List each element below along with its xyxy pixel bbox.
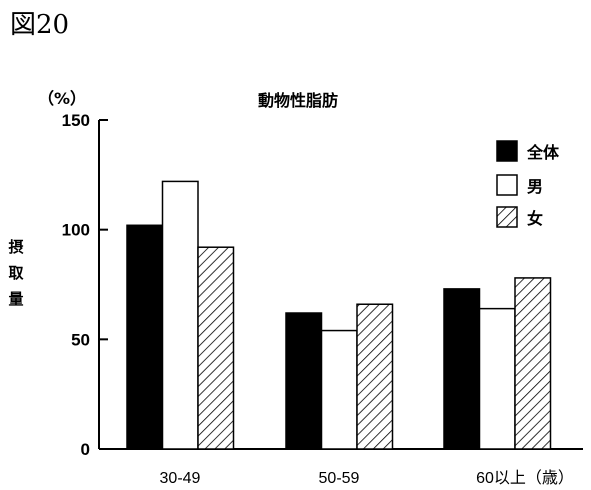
bar-全体-60以上（歳） [443,288,481,450]
bar-女-60以上（歳） [514,277,552,450]
y-axis-title: 摂取量 [8,238,24,308]
legend-swatch [496,174,518,196]
y-axis-title-char: 量 [8,290,23,308]
bar-女-50-59 [356,303,394,450]
category-labels: 30-49 50-59 60以上（歳） [160,469,574,487]
figure-label: 図20 [10,10,70,40]
y-tick-label: 0 [81,440,90,459]
legend-label: 女 [527,209,543,228]
bar-男-60以上（歳） [478,307,516,450]
legend-swatch [496,206,518,228]
bar-男-50-59 [320,329,358,450]
y-axis-title-char: 摂 [8,238,23,256]
x-category-label: 30-49 [160,470,201,487]
y-tick-label: 50 [71,330,90,349]
legend-swatch [496,140,518,162]
x-category-label: 60以上（歳） [476,469,574,487]
bar-女-30-49 [197,246,235,450]
chart-title: 動物性脂肪 [258,91,338,110]
bars [126,180,552,450]
legend-label: 全体 [526,143,560,162]
y-axis-ticks: 0 50 100 150 [62,111,108,459]
y-axis-title-char: 取 [8,264,24,282]
y-tick-label: 100 [62,221,90,240]
y-tick-label: 150 [62,111,90,130]
x-category-label: 50-59 [319,470,360,487]
y-unit-label: （%） [38,89,86,108]
legend-label: 男 [527,177,543,196]
bar-全体-30-49 [126,224,164,450]
bar-全体-50-59 [285,312,323,450]
bar-男-30-49 [161,180,199,450]
